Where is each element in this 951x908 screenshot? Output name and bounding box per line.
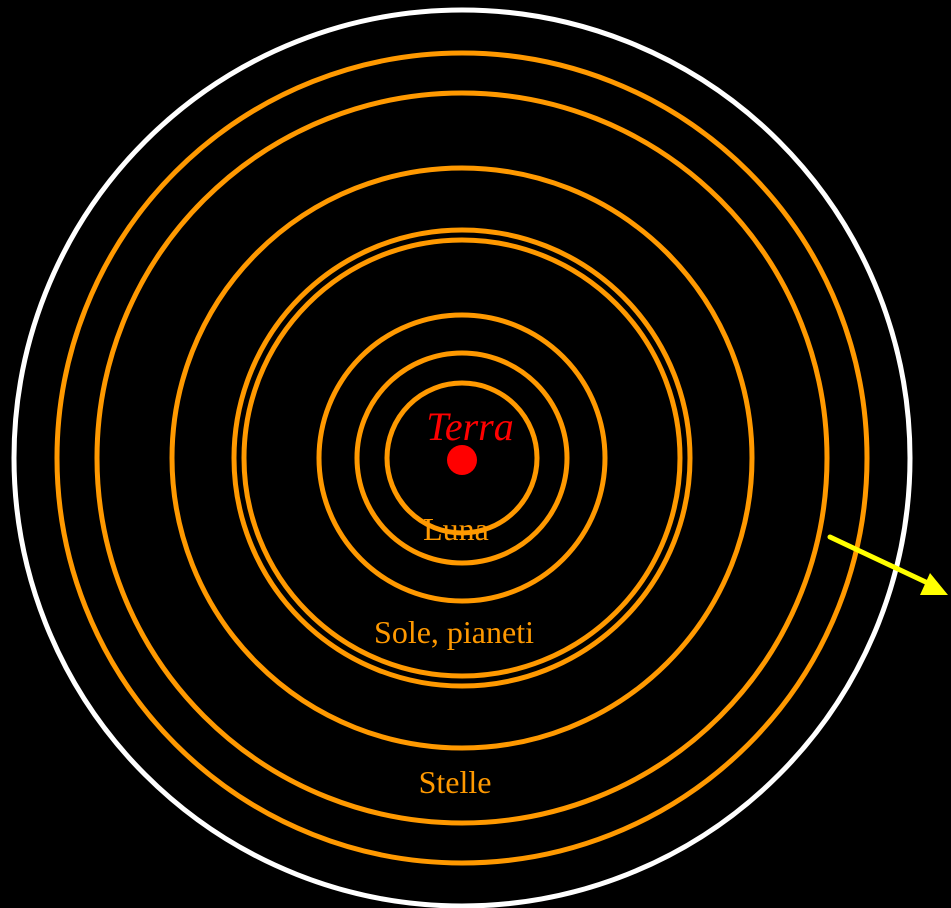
concentric-spheres [54,50,870,866]
sphere-3 [316,312,608,604]
arrow-head [920,573,948,595]
arrow-shaft [827,534,935,588]
outward-arrow [827,534,948,595]
moon-sphere-label: Luna [423,511,489,547]
sun-planets-sphere-label: Sole, pianeti [374,614,534,650]
sphere-8 [54,50,870,866]
earth-dot [447,445,477,475]
sphere-2 [354,350,570,566]
sphere-1 [384,380,540,536]
sphere-6 [169,165,755,751]
outer-sphere [11,7,913,908]
sphere-7 [94,90,830,826]
stars-sphere-label: Stelle [419,764,492,800]
sphere-4 [241,237,683,679]
earth-label: Terra [426,404,513,449]
sphere-5 [231,227,693,689]
